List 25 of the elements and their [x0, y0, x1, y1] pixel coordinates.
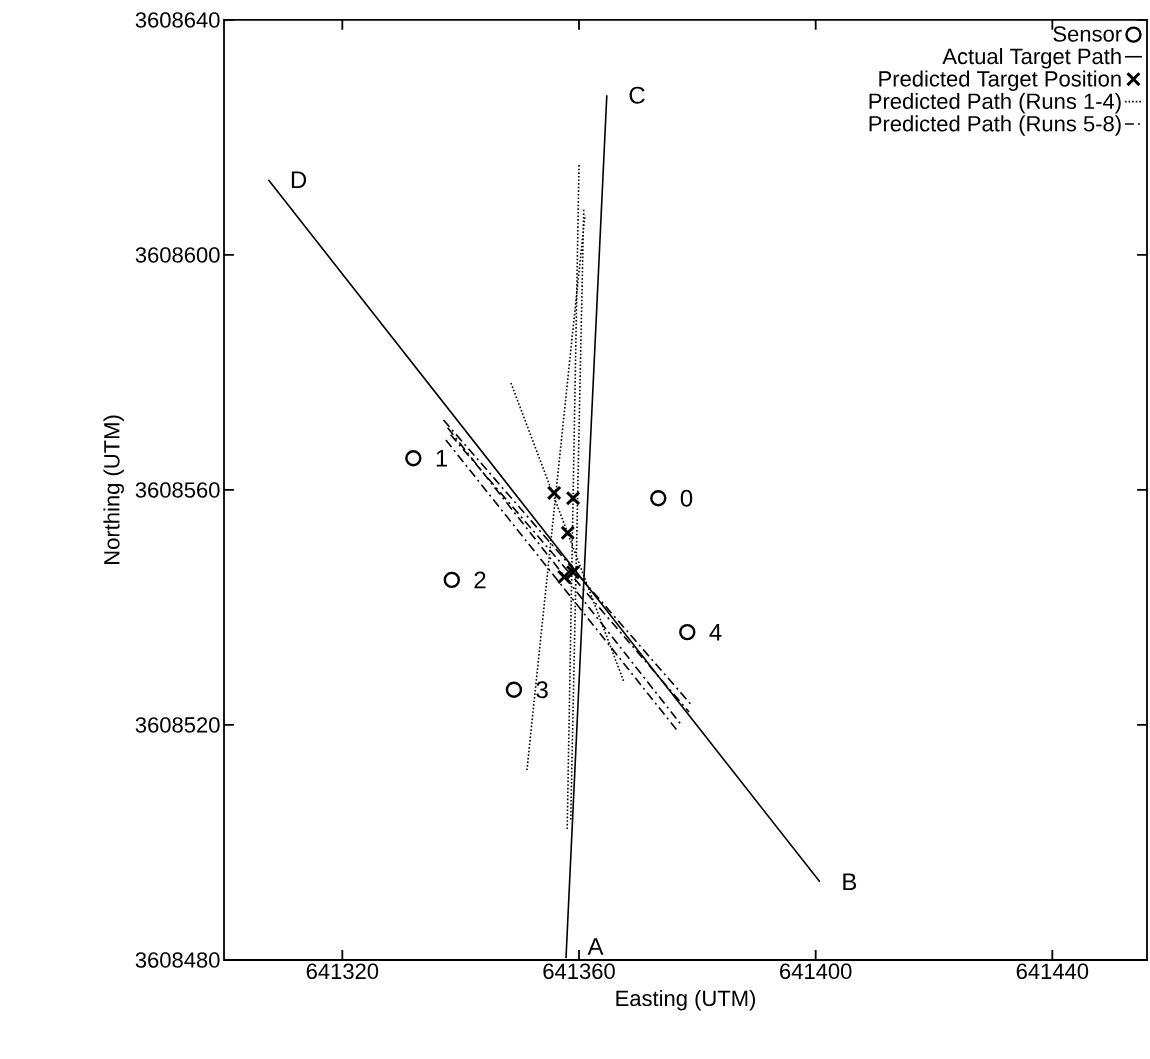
annotation: C: [629, 86, 645, 104]
x-tick-label: 641400: [780, 963, 852, 980]
legend-label: Predicted Path (Runs 1-4): [869, 92, 1121, 114]
annotation: A: [587, 938, 604, 955]
x-tick-label: 641320: [306, 963, 379, 980]
annotation: 1: [436, 449, 448, 467]
annotation: B: [843, 873, 857, 891]
y-tick-label: 3608600: [135, 247, 220, 263]
y-tick-label: 3608520: [135, 717, 220, 733]
x-tick-label: 641440: [1016, 963, 1089, 980]
annotation: 4: [709, 623, 722, 641]
legend-label: Sensor: [1053, 26, 1122, 42]
y-tick-label: 3608560: [135, 482, 220, 498]
legend-label: Predicted Target Position: [879, 70, 1121, 91]
y-axis-title: Northing (UTM): [103, 415, 124, 564]
annotation: 0: [680, 489, 693, 507]
annotation: D: [291, 171, 307, 189]
x-axis-title: Easting (UTM): [616, 989, 756, 1011]
legend-label: Actual Target Path: [942, 48, 1121, 69]
legend-label: Predicted Path (Runs 5-8): [869, 115, 1121, 136]
y-tick-label: 3608480: [135, 952, 220, 968]
annotation: 3: [536, 681, 548, 699]
y-tick-label: 3608640: [135, 12, 220, 28]
annotation: 2: [474, 571, 486, 589]
x-tick-label: 641360: [543, 963, 615, 980]
